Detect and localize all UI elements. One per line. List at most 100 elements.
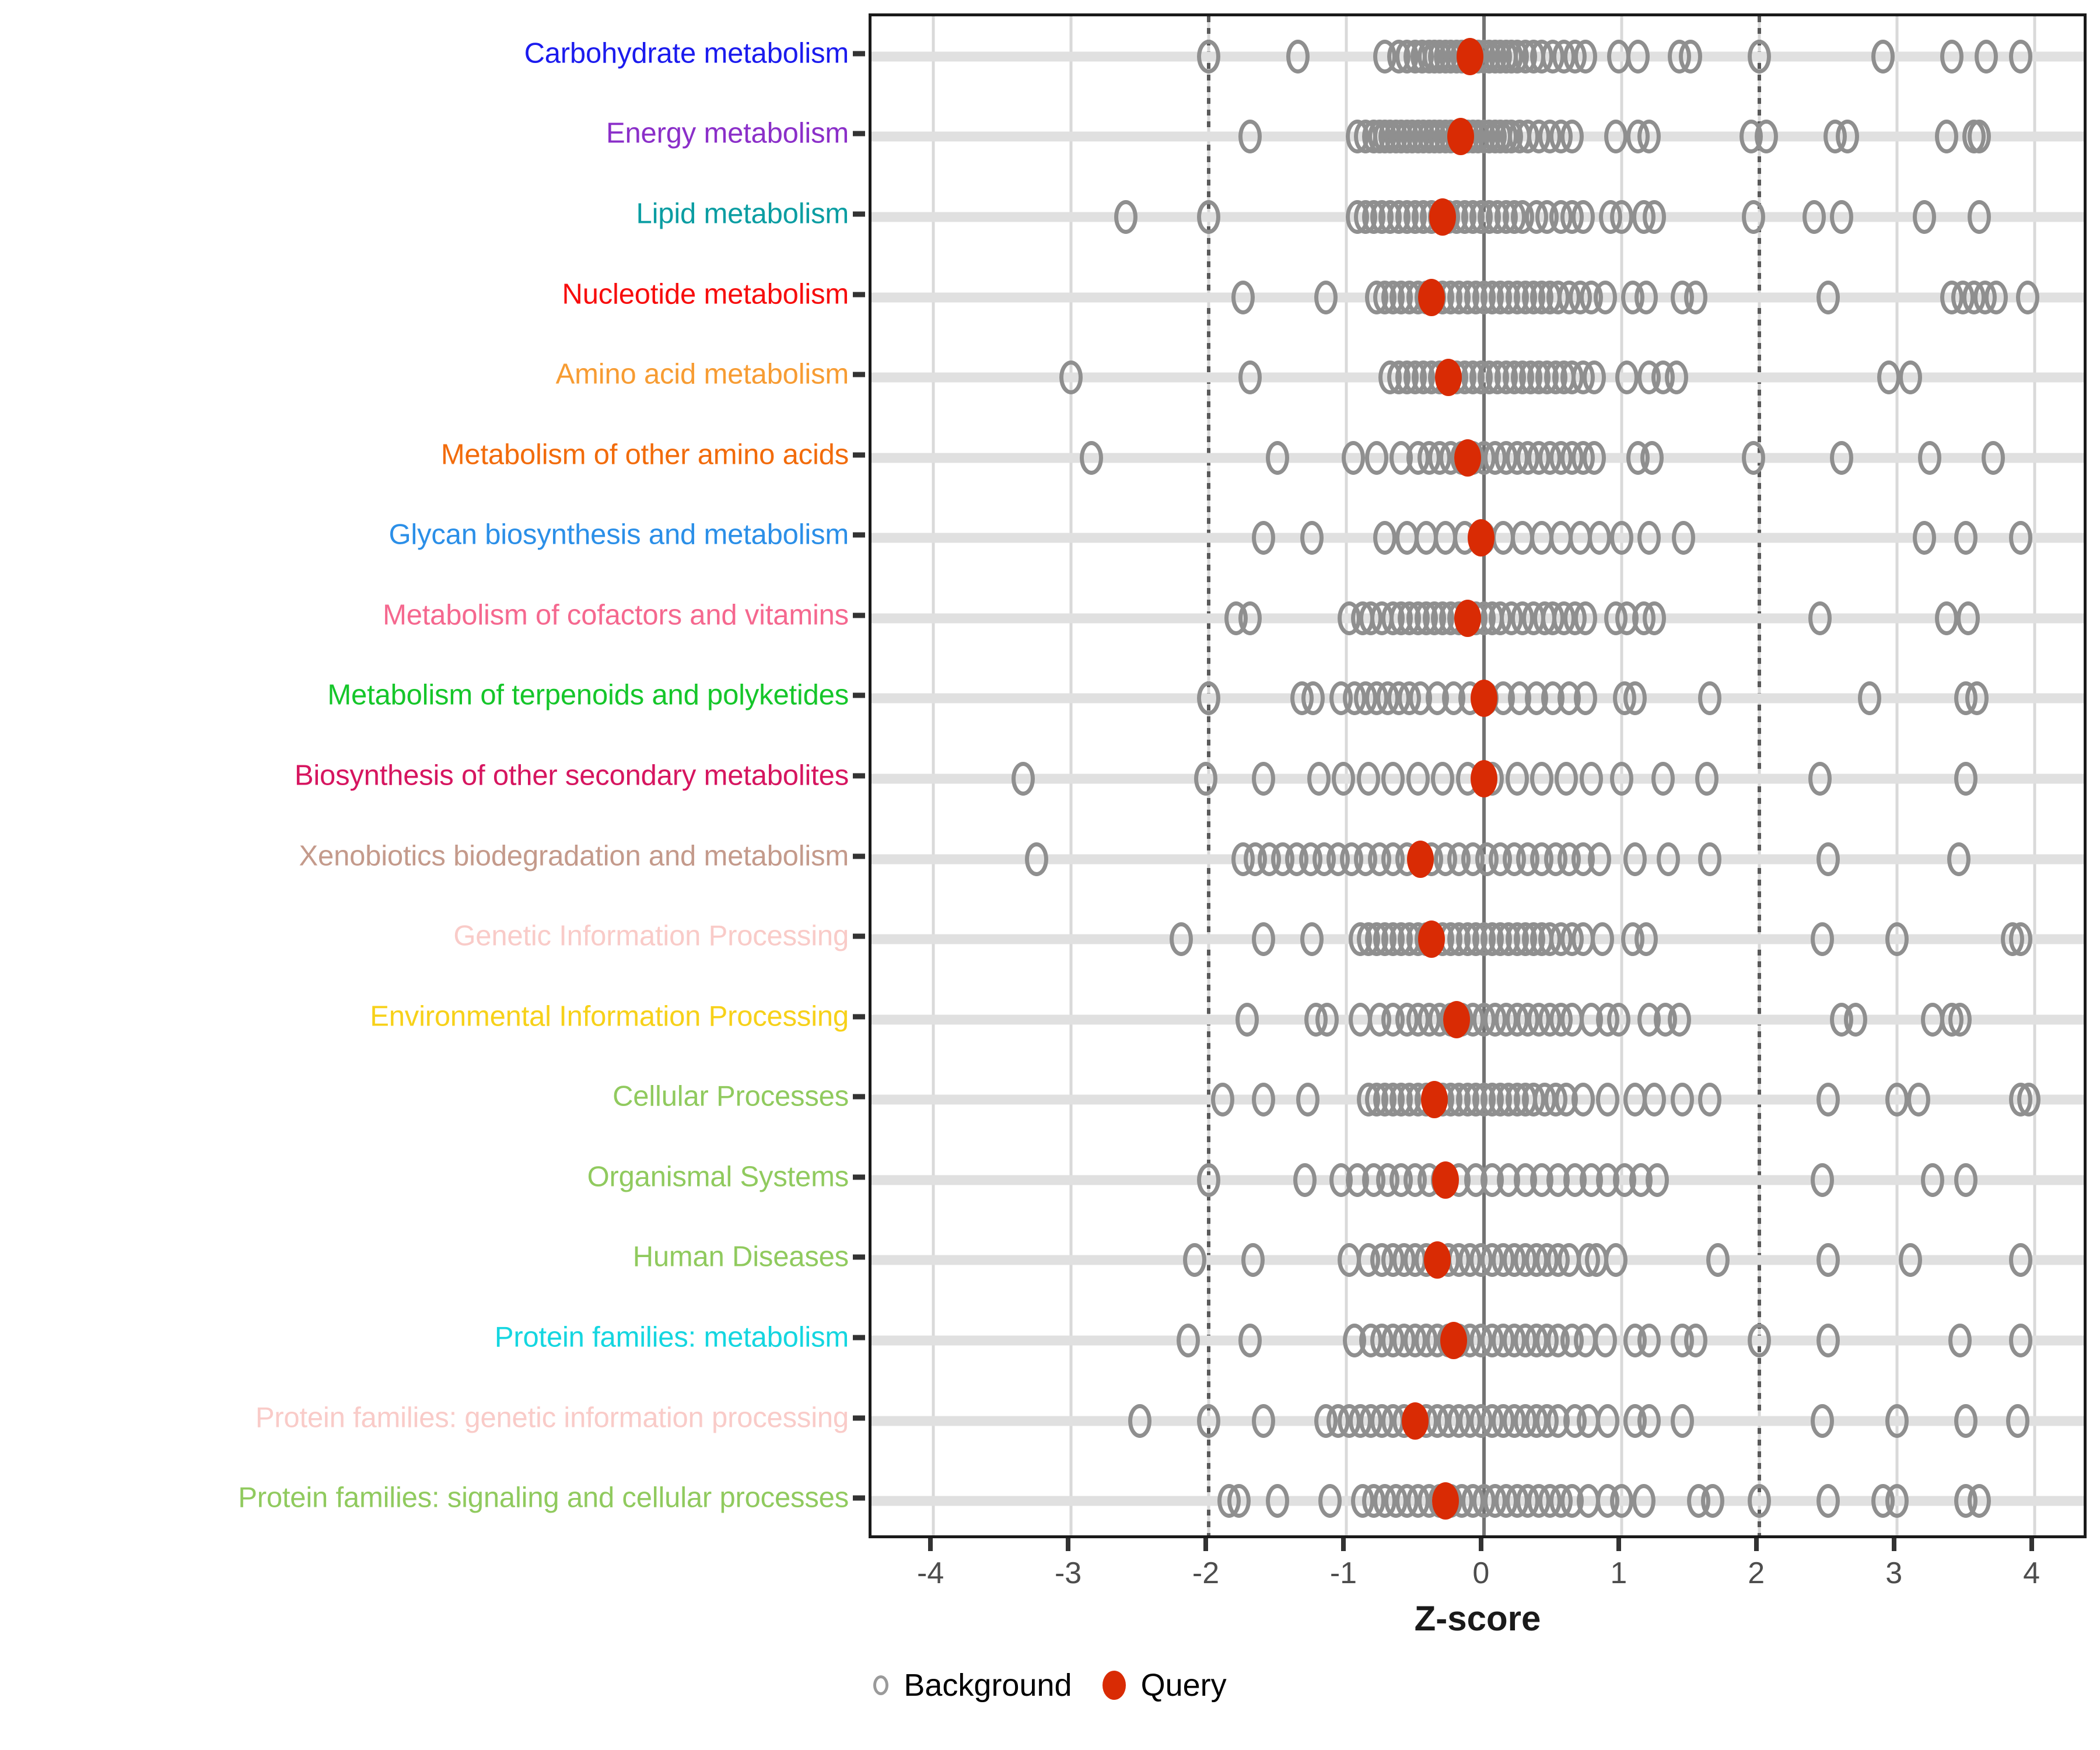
background-point: [1808, 601, 1832, 635]
background-point: [1968, 120, 1992, 154]
background-point: [1381, 762, 1405, 796]
background-point: [1252, 922, 1276, 957]
background-point: [1588, 842, 1612, 876]
background-point: [1965, 681, 1989, 716]
background-point: [1651, 762, 1675, 796]
legend-label-query: Query: [1140, 1668, 1227, 1703]
background-point: [1252, 1404, 1276, 1438]
background-point: [1169, 922, 1193, 957]
background-point: [1912, 521, 1936, 555]
y-axis-tick: [853, 532, 865, 538]
y-axis-label: Biosynthesis of other secondary metaboli…: [294, 760, 849, 792]
y-axis-label: Protein families: genetic information pr…: [255, 1402, 849, 1434]
x-axis-title: Z-score: [1414, 1599, 1541, 1638]
background-point: [1918, 440, 1942, 475]
x-axis-tick: [2029, 1538, 2034, 1551]
background-point: [1609, 521, 1633, 555]
query-point: [1432, 1161, 1459, 1199]
background-point: [1609, 200, 1633, 234]
legend-item-query[interactable]: Query: [1102, 1667, 1227, 1703]
background-point: [1238, 360, 1262, 395]
background-point: [1593, 1324, 1617, 1358]
y-axis-label: Metabolism of terpenoids and polyketides: [327, 679, 849, 711]
y-axis-label: Glycan biosynthesis and metabolism: [388, 519, 849, 551]
background-point: [1742, 440, 1766, 475]
x-axis-tick-label: -4: [917, 1556, 944, 1590]
background-point: [1615, 360, 1639, 395]
background-point: [1857, 681, 1881, 716]
background-point: [1934, 601, 1958, 635]
background-point: [1843, 1002, 1867, 1037]
x-axis-tick-label: -1: [1329, 1556, 1357, 1590]
background-point: [1300, 521, 1324, 555]
y-axis-label: Energy metabolism: [606, 117, 849, 149]
y-axis-tick: [853, 1415, 865, 1421]
background-point: [1574, 39, 1598, 74]
background-point: [1984, 280, 2008, 314]
background-point: [1637, 1324, 1661, 1358]
background-point: [1197, 681, 1221, 716]
background-point: [1885, 922, 1909, 957]
background-point: [1640, 440, 1664, 475]
background-point: [1238, 1324, 1262, 1358]
background-point: [1560, 120, 1584, 154]
background-point: [2009, 922, 2033, 957]
background-point: [1885, 1404, 1909, 1438]
x-axis-tick: [1203, 1538, 1209, 1551]
background-point: [1954, 1404, 1978, 1438]
y-axis-label: Human Diseases: [632, 1241, 849, 1273]
background-point: [1176, 1324, 1200, 1358]
background-point: [1643, 1083, 1667, 1117]
background-point: [1637, 120, 1661, 154]
x-axis-tick: [1340, 1538, 1346, 1551]
y-axis-tick: [853, 1094, 865, 1100]
background-point: [1300, 922, 1324, 957]
y-axis-label: Lipid metabolism: [636, 198, 849, 230]
background-point: [1596, 1083, 1620, 1117]
x-axis-tick: [1066, 1538, 1071, 1551]
background-point: [1954, 1163, 1978, 1197]
background-point: [2009, 521, 2033, 555]
y-axis-tick: [853, 452, 865, 458]
query-point: [1447, 118, 1474, 156]
background-point: [1574, 681, 1598, 716]
background-point: [2015, 280, 2039, 314]
y-axis-label: Xenobiotics biodegradation and metabolis…: [299, 840, 849, 872]
background-point: [2009, 39, 2033, 74]
plot-panel: [869, 13, 2087, 1538]
background-point: [1665, 360, 1689, 395]
y-axis-tick: [853, 692, 865, 698]
query-point: [1470, 760, 1497, 797]
background-point: [1238, 120, 1262, 154]
background-point: [1301, 681, 1325, 716]
background-point: [1835, 120, 1859, 154]
background-point: [1128, 1404, 1152, 1438]
background-point: [1754, 120, 1778, 154]
x-axis-tick: [1616, 1538, 1621, 1551]
y-axis-label: Metabolism of cofactors and vitamins: [383, 599, 849, 631]
background-point: [1183, 1243, 1207, 1278]
background-point: [1227, 1484, 1251, 1518]
background-point: [1296, 1083, 1320, 1117]
background-point: [1940, 39, 1964, 74]
x-axis-tick-label: 2: [1748, 1556, 1765, 1590]
y-axis-tick: [853, 612, 865, 618]
background-point: [1634, 280, 1658, 314]
background-point: [1582, 360, 1606, 395]
background-point: [1604, 120, 1628, 154]
query-point: [1423, 1241, 1451, 1279]
background-point: [1080, 440, 1104, 475]
background-point: [1811, 1404, 1835, 1438]
background-point: [1947, 842, 1971, 876]
y-axis-tick: [853, 933, 865, 939]
query-point: [1468, 519, 1495, 557]
background-point: [1266, 1484, 1289, 1518]
background-point: [1406, 762, 1430, 796]
legend-item-background[interactable]: Background: [873, 1667, 1072, 1703]
background-point: [1907, 1083, 1931, 1117]
background-point: [1670, 1083, 1694, 1117]
background-point: [1816, 1324, 1840, 1358]
x-axis-tick-label: -3: [1054, 1556, 1082, 1590]
background-point: [1700, 1484, 1724, 1518]
y-axis-tick: [853, 372, 865, 377]
